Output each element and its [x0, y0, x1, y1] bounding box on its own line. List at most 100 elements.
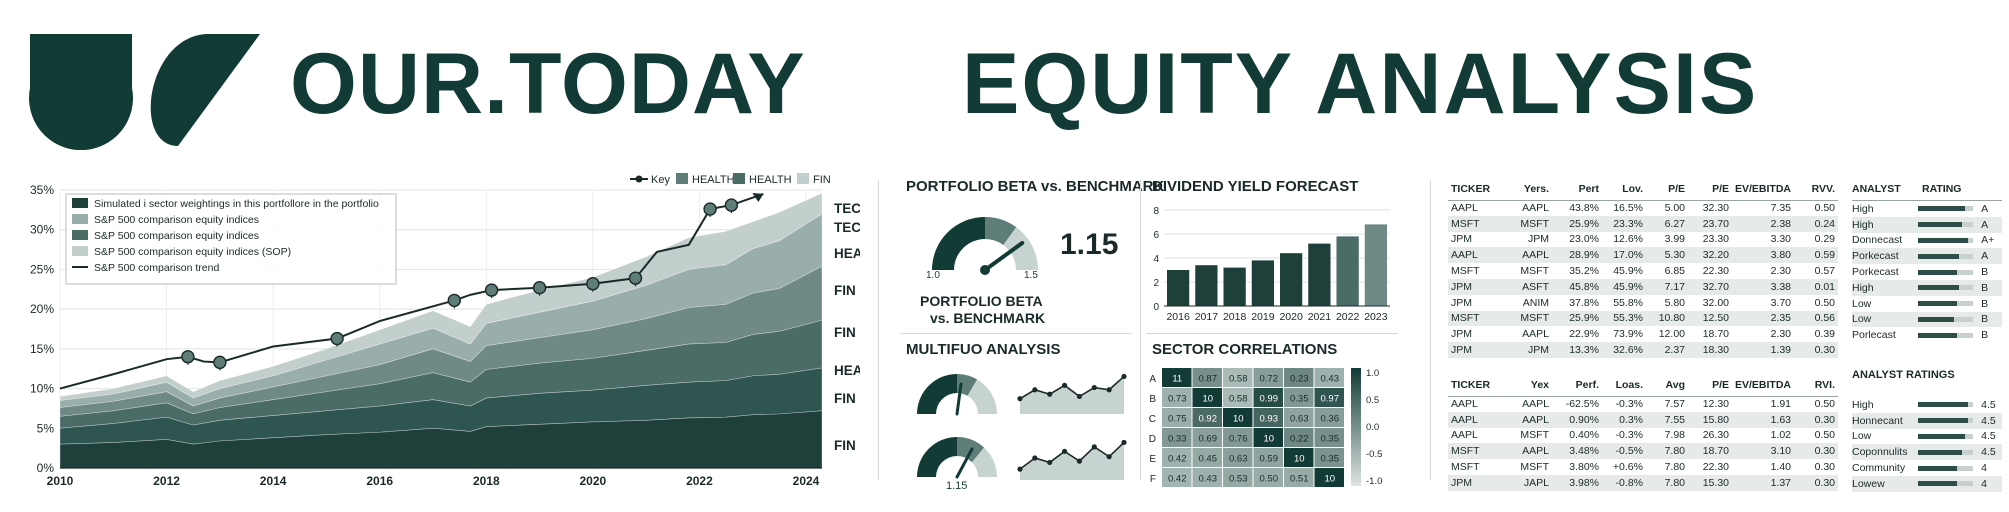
- table-cell: 55.8%: [1613, 296, 1643, 309]
- heatmap-row-label: C: [1149, 414, 1156, 425]
- table-cell: 0.30: [1794, 443, 1838, 460]
- heatmap-cell-value: 0.92: [1199, 414, 1218, 425]
- heatmap-scale-label: 1.0: [1366, 368, 1379, 379]
- heatmap-cell-value: 10: [1233, 414, 1244, 425]
- heatmap-scale-label: -1.0: [1366, 476, 1382, 487]
- table-cell: 35.2%: [1569, 265, 1599, 278]
- trend-marker: [484, 283, 499, 297]
- heatmap-cell-value: 0.93: [1260, 414, 1279, 425]
- correlation-heatmap: A 11 0.87 0.58 0.72 0.23 0.43 B 0.73 10 0.58 0.99 0.…: [1149, 368, 1382, 487]
- table-cell: JAPL: [1508, 474, 1552, 491]
- y-tick-label: 25%: [30, 262, 54, 276]
- legend-key-label: Key: [651, 174, 670, 186]
- table-cell: AAPL: [1522, 202, 1549, 215]
- sparkline-point: [1047, 391, 1053, 397]
- table-row: MSFT MSFT 35.2% 45.9% 6.85 22.30 2.30 0.57: [1448, 263, 1838, 279]
- table-cell: AAPL: [1522, 328, 1549, 341]
- multi-sparkline-2: [1017, 439, 1127, 480]
- heatmap-cell-value: 0.69: [1199, 434, 1218, 445]
- table-cell: 13.3%: [1552, 342, 1602, 358]
- table-cell: 45.8%: [1552, 278, 1602, 295]
- heatmap-cell: [1223, 448, 1253, 467]
- table-cell: 0.90%: [1552, 411, 1602, 428]
- heatmap-cell: [1162, 368, 1192, 387]
- table-cell: 10.80: [1646, 310, 1688, 327]
- table-row: JPM AAPL 22.9% 73.9% 12.00 18.70 2.30 0.39: [1448, 326, 1838, 342]
- column-header: Avg: [1646, 374, 1688, 397]
- x-tick-label: 2016: [1166, 311, 1190, 323]
- table-cell: 5.30: [1646, 247, 1688, 264]
- rating-bar-fill: [1918, 253, 1960, 259]
- table-cell: 0.39: [1814, 328, 1835, 341]
- table-cell: 22.9%: [1569, 328, 1599, 341]
- table-row: MSFT AAPL 3.48% -0.5% 7.80 18.70 3.10 0.30: [1448, 443, 1838, 460]
- column-header: Yers.: [1508, 178, 1552, 201]
- column-header: Loas.: [1602, 374, 1646, 397]
- correlations-panel-title: SECTOR CORRELATIONS: [1152, 341, 1338, 358]
- rating-value: B: [1981, 281, 1989, 294]
- heatmap-cell-value: 0.87: [1199, 374, 1218, 385]
- table-row: MSFT MSFT 25.9% 55.3% 10.80 12.50 2.35 0.56: [1448, 310, 1838, 327]
- heatmap-cell: [1162, 468, 1192, 487]
- rating-row: High B: [1852, 279, 2002, 296]
- rating-row: High 4.5: [1852, 397, 2002, 413]
- table-row: AAPL AAPL 43.8% 16.5% 5.00 32.30 7.35 0.50: [1448, 200, 1838, 216]
- sparkline-point: [1106, 454, 1112, 460]
- rating-bar-fill: [1918, 237, 1968, 243]
- analyst-ratings-title: ANALYST RATINGS: [1852, 369, 1955, 381]
- gauge-fill: [932, 217, 985, 270]
- valuation-table-1: TICKER Yers. Pert Lov. P/E P/E EV/EBITDA RVV. A…: [1448, 178, 1838, 358]
- table-cell: 1.63: [1732, 411, 1794, 428]
- rating-bar: [1918, 433, 1974, 439]
- rating-bar-fill: [1918, 316, 1954, 322]
- table-cell: 7.80: [1646, 443, 1688, 460]
- table-cell: 2.35: [1732, 310, 1794, 327]
- beta-min-label: 1.0: [926, 270, 940, 281]
- table-row: JPM ASFT 45.8% 45.9% 7.17 32.70 3.38 0.01: [1448, 278, 1838, 295]
- heatmap-cell-value: 10: [1263, 434, 1274, 445]
- heatmap-cell: [1162, 408, 1192, 427]
- table-cell: ANIM: [1522, 296, 1549, 309]
- heatmap-scale-label: 0.5: [1366, 395, 1379, 406]
- column-header: EV/EBITDA: [1732, 178, 1794, 201]
- dividend-bar: [1364, 224, 1387, 306]
- column-header: EV/EBITDA: [1732, 374, 1794, 397]
- table-cell: JPM: [1451, 296, 1472, 309]
- sparkline-point: [1106, 387, 1112, 393]
- table-cell: 1.40: [1770, 461, 1791, 474]
- beta-panel-title: PORTFOLIO BETA vs. BENCHMARK: [906, 178, 1165, 195]
- trend-marker: [532, 280, 547, 295]
- y-tick-label: 30%: [30, 223, 54, 237]
- heatmap-cell: [1192, 388, 1222, 407]
- dividend-panel-title: DIVIDEND YIELD FORECAST: [1152, 178, 1359, 195]
- rating-row: Low B: [1852, 311, 2002, 328]
- rating-value: A+: [1981, 234, 1995, 247]
- table-cell: 32.70: [1688, 278, 1732, 295]
- table-cell: 7.17: [1646, 278, 1688, 295]
- dividend-bar: [1336, 236, 1359, 306]
- x-tick-label: 2018: [473, 474, 500, 488]
- table-row: JPM JPM 23.0% 12.6% 3.99 23.30 3.30 0.29: [1448, 232, 1838, 248]
- table-cell: 5.80: [1664, 296, 1685, 309]
- table-cell: MSFT: [1520, 429, 1549, 442]
- heatmap-cell-value: 0.51: [1290, 474, 1309, 485]
- heatmap-cell-value: 0.53: [1229, 474, 1248, 485]
- x-tick-label: 2010: [47, 474, 74, 488]
- column-header: P/E: [1688, 178, 1732, 201]
- table-cell: 73.9%: [1613, 328, 1643, 341]
- rating-bar-fill: [1918, 332, 1957, 338]
- rating-label: Lowew: [1852, 477, 1885, 490]
- trend-marker: [628, 271, 643, 285]
- heatmap-cell-value: 0.59: [1260, 454, 1279, 465]
- heatmap-cell: [1162, 428, 1192, 447]
- divider: [878, 180, 879, 480]
- table-cell: 0.30: [1794, 474, 1838, 491]
- rating-bar-fill: [1918, 206, 1965, 212]
- table-cell: 43.8%: [1569, 202, 1599, 215]
- legend-label: FIN: [813, 174, 831, 186]
- column-header: P/E: [1688, 374, 1732, 397]
- table-row: AAPL MSFT 0.40% -0.3% 7.98 26.30 1.02 0.50: [1448, 428, 1838, 444]
- y-tick-label: 0: [1153, 302, 1159, 313]
- heatmap-cell-value: 0.63: [1290, 414, 1309, 425]
